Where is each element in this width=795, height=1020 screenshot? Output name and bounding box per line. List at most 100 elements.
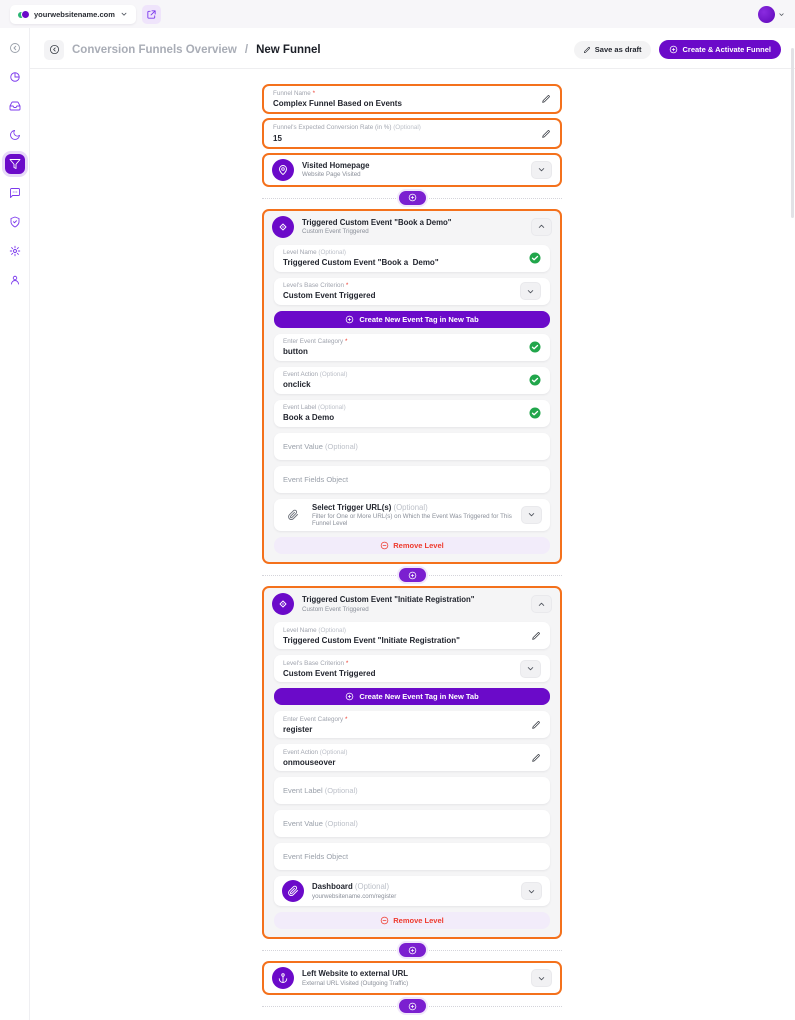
check-circle-icon bbox=[529, 407, 541, 419]
event-action-field[interactable]: Event Action (Optional) onclick bbox=[274, 366, 550, 394]
event-category-field[interactable]: Enter Event Category * register bbox=[274, 711, 550, 739]
conversion-rate-value: 15 bbox=[273, 133, 282, 143]
event-target-icon bbox=[272, 215, 294, 238]
inbox-icon[interactable] bbox=[5, 96, 25, 116]
level-name-field[interactable]: Level Name (Optional) Triggered Custom E… bbox=[274, 622, 550, 650]
funnel-icon[interactable] bbox=[4, 154, 25, 174]
collapse-level-button[interactable] bbox=[531, 595, 552, 614]
plus-circle-icon bbox=[408, 946, 416, 954]
open-site-button[interactable] bbox=[141, 4, 161, 24]
dashboard-url-field[interactable]: Dashboard (Optional) yourwebsitename.com… bbox=[274, 876, 550, 907]
event-label-field[interactable]: Event Label (Optional) Book a Demo bbox=[274, 399, 550, 427]
site-selector[interactable]: yourwebsitename.com bbox=[10, 4, 136, 24]
page-title: New Funnel bbox=[256, 43, 321, 56]
edit-pencil-icon[interactable] bbox=[531, 720, 541, 730]
page-header: Conversion Funnels Overview / New Funnel… bbox=[30, 28, 795, 69]
field-value: register bbox=[283, 724, 313, 734]
moon-icon[interactable] bbox=[5, 125, 25, 145]
plus-circle-icon bbox=[346, 692, 354, 701]
remove-level-button[interactable]: Remove Level bbox=[274, 537, 550, 555]
event-category-field[interactable]: Enter Event Category * button bbox=[274, 333, 550, 361]
funnel-name-label: Funnel Name bbox=[273, 90, 311, 97]
criterion-dropdown-button[interactable] bbox=[520, 282, 541, 301]
base-criterion-field[interactable]: Level's Base Criterion * Custom Event Tr… bbox=[274, 277, 550, 305]
breadcrumb[interactable]: Conversion Funnels Overview bbox=[72, 43, 237, 56]
save-draft-button[interactable]: Save as draft bbox=[573, 40, 651, 59]
field-label: Event Action bbox=[283, 748, 319, 756]
create-event-tag-button[interactable]: Create New Event Tag in New Tab bbox=[274, 688, 550, 706]
optional-mark: (Optional) bbox=[393, 502, 428, 512]
add-level-button[interactable] bbox=[398, 999, 426, 1014]
event-value-field[interactable]: Event Value (Optional) bbox=[274, 810, 550, 838]
main-area: Conversion Funnels Overview / New Funnel… bbox=[30, 28, 795, 1020]
remove-level-label: Remove Level bbox=[393, 541, 444, 551]
anchor-icon bbox=[272, 967, 294, 990]
event-fields-object-field[interactable]: Event Fields Object bbox=[274, 465, 550, 493]
field-label: Event Value bbox=[283, 441, 323, 451]
level-subtitle: External URL Visited (Outgoing Traffic) bbox=[302, 979, 409, 987]
remove-level-button[interactable]: Remove Level bbox=[274, 912, 550, 930]
edit-pencil-icon[interactable] bbox=[531, 631, 541, 641]
remove-level-label: Remove Level bbox=[393, 916, 444, 926]
chevron-down-icon bbox=[538, 976, 545, 980]
scrollbar[interactable] bbox=[791, 48, 794, 218]
edit-pencil-icon[interactable] bbox=[541, 94, 551, 104]
conversion-rate-field[interactable]: Funnel's Expected Conversion Rate (in %)… bbox=[262, 118, 562, 149]
dashboard-dropdown-button[interactable] bbox=[521, 882, 542, 901]
chat-icon[interactable] bbox=[5, 183, 25, 203]
event-fields-object-field[interactable]: Event Fields Object bbox=[274, 843, 550, 871]
chevron-up-icon bbox=[538, 224, 545, 229]
create-event-tag-label: Create New Event Tag in New Tab bbox=[359, 314, 479, 324]
level-connector bbox=[262, 190, 562, 205]
level-left-website[interactable]: Left Website to external URL External UR… bbox=[262, 961, 562, 996]
edit-pencil-icon bbox=[583, 46, 590, 53]
user-icon[interactable] bbox=[5, 270, 25, 290]
pie-chart-icon[interactable] bbox=[5, 67, 25, 87]
trigger-urls-dropdown-button[interactable] bbox=[521, 505, 542, 524]
collapse-level-button[interactable] bbox=[531, 217, 552, 236]
funnel-name-field[interactable]: Funnel Name * Complex Funnel Based on Ev… bbox=[262, 84, 562, 115]
level-header[interactable]: Triggered Custom Event "Initiate Registr… bbox=[264, 588, 560, 620]
chevron-down-icon bbox=[528, 889, 535, 893]
event-action-field[interactable]: Event Action (Optional) onmouseover bbox=[274, 744, 550, 772]
funnel-builder-canvas: Funnel Name * Complex Funnel Based on Ev… bbox=[30, 69, 795, 1017]
field-value: onmouseover bbox=[283, 757, 336, 767]
link-icon bbox=[282, 880, 304, 903]
level-book-a-demo: Triggered Custom Event "Book a Demo" Cus… bbox=[262, 208, 562, 565]
level-visited-homepage[interactable]: Visited Homepage Website Page Visited bbox=[262, 152, 562, 187]
paperclip-icon bbox=[282, 504, 304, 526]
user-menu[interactable] bbox=[758, 5, 785, 23]
create-activate-funnel-button[interactable]: Create & Activate Funnel bbox=[658, 40, 781, 59]
criterion-dropdown-button[interactable] bbox=[520, 659, 541, 678]
base-criterion-field[interactable]: Level's Base Criterion * Custom Event Tr… bbox=[274, 655, 550, 683]
gear-icon[interactable] bbox=[5, 241, 25, 261]
level-subtitle: Custom Event Triggered bbox=[302, 228, 369, 236]
add-level-button[interactable] bbox=[398, 568, 426, 583]
shield-icon[interactable] bbox=[5, 212, 25, 232]
event-label-field[interactable]: Event Label (Optional) bbox=[274, 777, 550, 805]
add-level-button[interactable] bbox=[398, 943, 426, 958]
field-label: Event Action bbox=[283, 371, 319, 379]
optional-mark: (Optional) bbox=[318, 249, 347, 257]
optional-mark: (Optional) bbox=[354, 882, 390, 892]
chevron-up-icon bbox=[538, 602, 545, 606]
add-level-button[interactable] bbox=[398, 190, 426, 205]
event-value-field[interactable]: Event Value (Optional) bbox=[274, 432, 550, 460]
field-label: Event Value bbox=[283, 819, 323, 829]
expand-level-button[interactable] bbox=[531, 160, 552, 179]
check-circle-icon bbox=[529, 341, 541, 353]
field-label: Level's Base Criterion bbox=[283, 282, 345, 290]
topbar: yourwebsitename.com bbox=[0, 0, 795, 28]
create-event-tag-button[interactable]: Create New Event Tag in New Tab bbox=[274, 310, 550, 328]
level-name-field[interactable]: Level Name (Optional) Triggered Custom E… bbox=[274, 244, 550, 272]
level-header[interactable]: Triggered Custom Event "Book a Demo" Cus… bbox=[264, 211, 560, 243]
edit-pencil-icon[interactable] bbox=[541, 129, 551, 139]
expand-level-button[interactable] bbox=[531, 969, 552, 988]
collapse-sidebar-icon[interactable] bbox=[5, 38, 25, 58]
chevron-down-icon bbox=[121, 12, 127, 16]
required-mark: * bbox=[344, 715, 348, 723]
field-label: Event Fields Object bbox=[283, 474, 349, 484]
back-button[interactable] bbox=[44, 39, 64, 60]
edit-pencil-icon[interactable] bbox=[531, 753, 541, 763]
trigger-urls-field[interactable]: Select Trigger URL(s) (Optional) Filter … bbox=[274, 498, 550, 532]
